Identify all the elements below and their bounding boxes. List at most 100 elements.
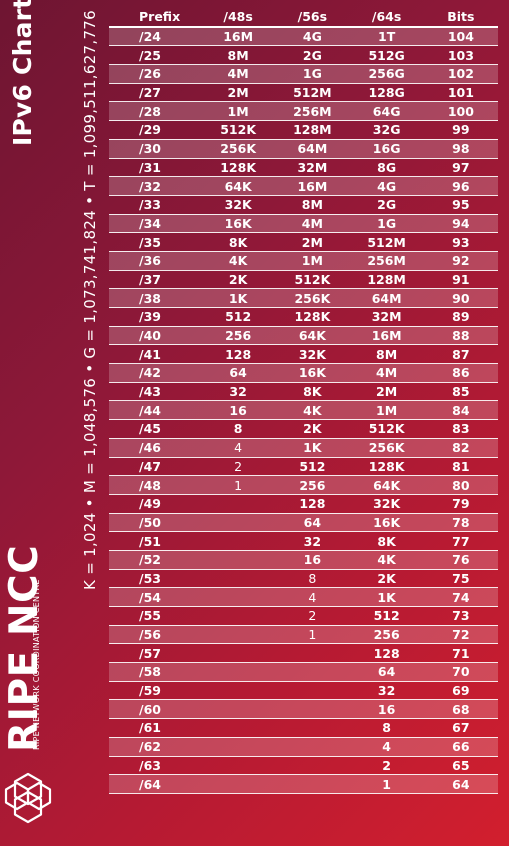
cell-56s: 32K (275, 344, 350, 365)
cell-56s (275, 699, 350, 720)
cell-48s: 256K (201, 139, 276, 159)
cell-bits: 87 (423, 344, 498, 365)
table-row: /34 16K 4M 1G 94 (109, 214, 498, 234)
cell-64s: 8 (349, 718, 424, 738)
cell-64s: 512 (349, 606, 424, 626)
cell-64s: 4G (349, 176, 424, 196)
cell-64s: 32M (349, 307, 424, 327)
header-48s: /48s (201, 8, 276, 28)
cell-48s: 64 (201, 363, 276, 383)
cell-bits: 68 (423, 699, 498, 720)
cell-prefix: /50 (109, 513, 201, 533)
table-row: /40 256 64K 16M 88 (109, 326, 498, 346)
cell-64s: 512K (349, 419, 424, 439)
cell-prefix: /28 (109, 101, 201, 122)
cell-48s: 8K (201, 232, 276, 252)
cell-bits: 80 (423, 475, 498, 495)
cell-48s (201, 494, 276, 514)
cell-bits: 79 (423, 494, 498, 514)
cell-prefix: /36 (109, 251, 201, 271)
cell-48s: 32 (201, 382, 276, 402)
cell-prefix: /33 (109, 195, 201, 215)
cell-bits: 77 (423, 531, 498, 551)
cell-56s: 8 (275, 569, 350, 589)
table-row: /59 32 69 (109, 681, 498, 701)
cell-48s (201, 587, 276, 607)
cell-56s: 2 (275, 606, 350, 626)
cell-56s: 4K (275, 400, 350, 421)
cell-bits: 101 (423, 83, 498, 103)
cell-56s: 64 (275, 513, 350, 533)
table-row: /48 1 256 64K 80 (109, 475, 498, 495)
table-row: /63 2 65 (109, 756, 498, 776)
cell-56s: 32M (275, 158, 350, 178)
cell-bits: 90 (423, 288, 498, 308)
table-row: /37 2K 512K 128M 91 (109, 270, 498, 290)
cell-56s (275, 662, 350, 682)
cell-bits: 93 (423, 232, 498, 252)
table-row: /35 8K 2M 512M 93 (109, 232, 498, 252)
cell-bits: 73 (423, 606, 498, 626)
cell-bits: 92 (423, 251, 498, 271)
cell-64s: 1M (349, 400, 424, 421)
cell-48s: 256 (201, 326, 276, 346)
cell-prefix: /43 (109, 382, 201, 402)
cell-56s (275, 756, 350, 776)
cell-prefix: /39 (109, 307, 201, 327)
ripe-ncc-logo-icon (4, 772, 52, 824)
cell-48s: 2M (201, 83, 276, 103)
cell-bits: 69 (423, 681, 498, 701)
cell-56s: 16K (275, 363, 350, 383)
cell-64s: 1G (349, 214, 424, 234)
cell-prefix: /60 (109, 699, 201, 720)
cell-64s: 64M (349, 288, 424, 308)
cell-prefix: /45 (109, 419, 201, 439)
cell-48s (201, 569, 276, 589)
cell-48s (201, 643, 276, 664)
cell-64s: 16 (349, 699, 424, 720)
table-row: /64 1 64 (109, 774, 498, 794)
table-row: /26 4M 1G 256G 102 (109, 64, 498, 84)
cell-bits: 67 (423, 718, 498, 738)
cell-prefix: /63 (109, 756, 201, 776)
cell-64s: 4 (349, 737, 424, 757)
cell-bits: 64 (423, 774, 498, 794)
cell-48s: 4 (201, 438, 276, 458)
chart-title: IPv6 Chart (8, 0, 37, 146)
cell-bits: 94 (423, 214, 498, 234)
cell-bits: 86 (423, 363, 498, 383)
table-row: /38 1K 256K 64M 90 (109, 288, 498, 308)
cell-64s: 512G (349, 45, 424, 66)
cell-56s (275, 737, 350, 757)
cell-48s: 1 (201, 475, 276, 495)
table-row: /49 128 32K 79 (109, 494, 498, 514)
cell-prefix: /58 (109, 662, 201, 682)
cell-48s: 2 (201, 457, 276, 477)
cell-56s: 256M (275, 101, 350, 122)
cell-56s: 128 (275, 494, 350, 514)
cell-64s: 128K (349, 457, 424, 477)
table-row: /31 128K 32M 8G 97 (109, 158, 498, 178)
cell-prefix: /49 (109, 494, 201, 514)
cell-48s: 16K (201, 214, 276, 234)
cell-64s: 32G (349, 120, 424, 140)
cell-48s: 16 (201, 400, 276, 421)
cell-48s: 4M (201, 64, 276, 84)
cell-56s: 16 (275, 550, 350, 570)
cell-prefix: /24 (109, 26, 201, 47)
table-row: /52 16 4K 76 (109, 550, 498, 570)
table-row: /29 512K 128M 32G 99 (109, 120, 498, 140)
cell-bits: 99 (423, 120, 498, 140)
cell-48s: 1M (201, 101, 276, 122)
cell-48s: 1K (201, 288, 276, 308)
cell-bits: 71 (423, 643, 498, 664)
table-row: /33 32K 8M 2G 95 (109, 195, 498, 215)
cell-bits: 100 (423, 101, 498, 122)
cell-56s: 128K (275, 307, 350, 327)
cell-bits: 91 (423, 270, 498, 290)
table-row: /46 4 1K 256K 82 (109, 438, 498, 458)
cell-56s: 1M (275, 251, 350, 271)
cell-56s: 128M (275, 120, 350, 140)
cell-prefix: /26 (109, 64, 201, 84)
cell-prefix: /52 (109, 550, 201, 570)
